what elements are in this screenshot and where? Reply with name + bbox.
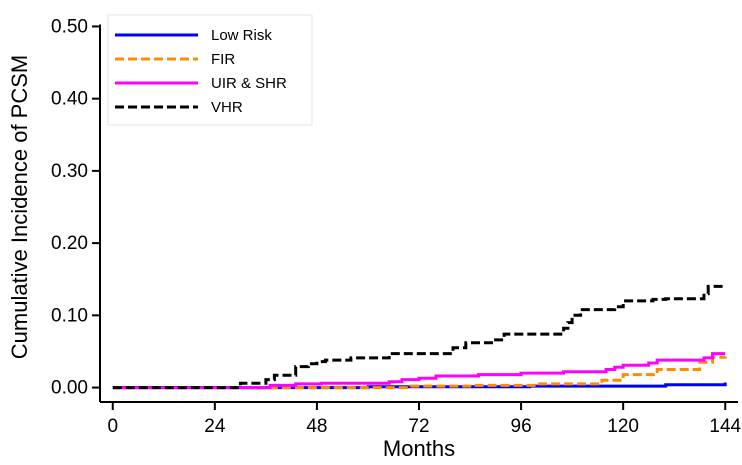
legend-label-fir: FIR: [211, 51, 235, 68]
x-tick-label: 24: [204, 416, 226, 437]
series-line-fir: [112, 355, 727, 390]
y-tick-label: 0.20: [51, 233, 88, 254]
y-ticks: 0.00 0.10 0.20 0.30 0.40 0.50: [51, 16, 100, 399]
y-tick-label: 0.50: [51, 16, 88, 37]
x-tick-label: 96: [511, 416, 532, 437]
legend-label-vhr: VHR: [211, 99, 243, 116]
x-tick-label: 72: [408, 416, 429, 437]
legend: Low Risk FIR UIR & SHR VHR: [107, 14, 313, 126]
legend-label-uir-shr: UIR & SHR: [211, 75, 287, 92]
legend-box: [107, 14, 313, 126]
y-tick-label: 0.30: [51, 161, 88, 182]
legend-label-low-risk: Low Risk: [211, 27, 272, 44]
x-tick-label: 0: [107, 416, 118, 437]
x-axis-title: Months: [383, 436, 455, 461]
axes: 0.00 0.10 0.20 0.30 0.40 0.50 0 24 48 72 96 120 144: [51, 16, 742, 437]
x-tick-label: 120: [607, 416, 639, 437]
x-ticks: 0 24 48 72 96 120 144: [107, 402, 742, 437]
x-tick-label: 48: [306, 416, 327, 437]
series-line-uir-shr: [112, 352, 726, 390]
y-tick-label: 0.10: [51, 305, 88, 326]
series-layer: [112, 284, 727, 390]
y-tick-label: 0.00: [51, 378, 88, 399]
y-tick-label: 0.40: [51, 89, 88, 110]
series-line-vhr: [112, 284, 727, 390]
x-tick-label: 144: [709, 416, 741, 437]
y-axis-title: Cumulative Incidence of PCSM: [7, 55, 32, 359]
